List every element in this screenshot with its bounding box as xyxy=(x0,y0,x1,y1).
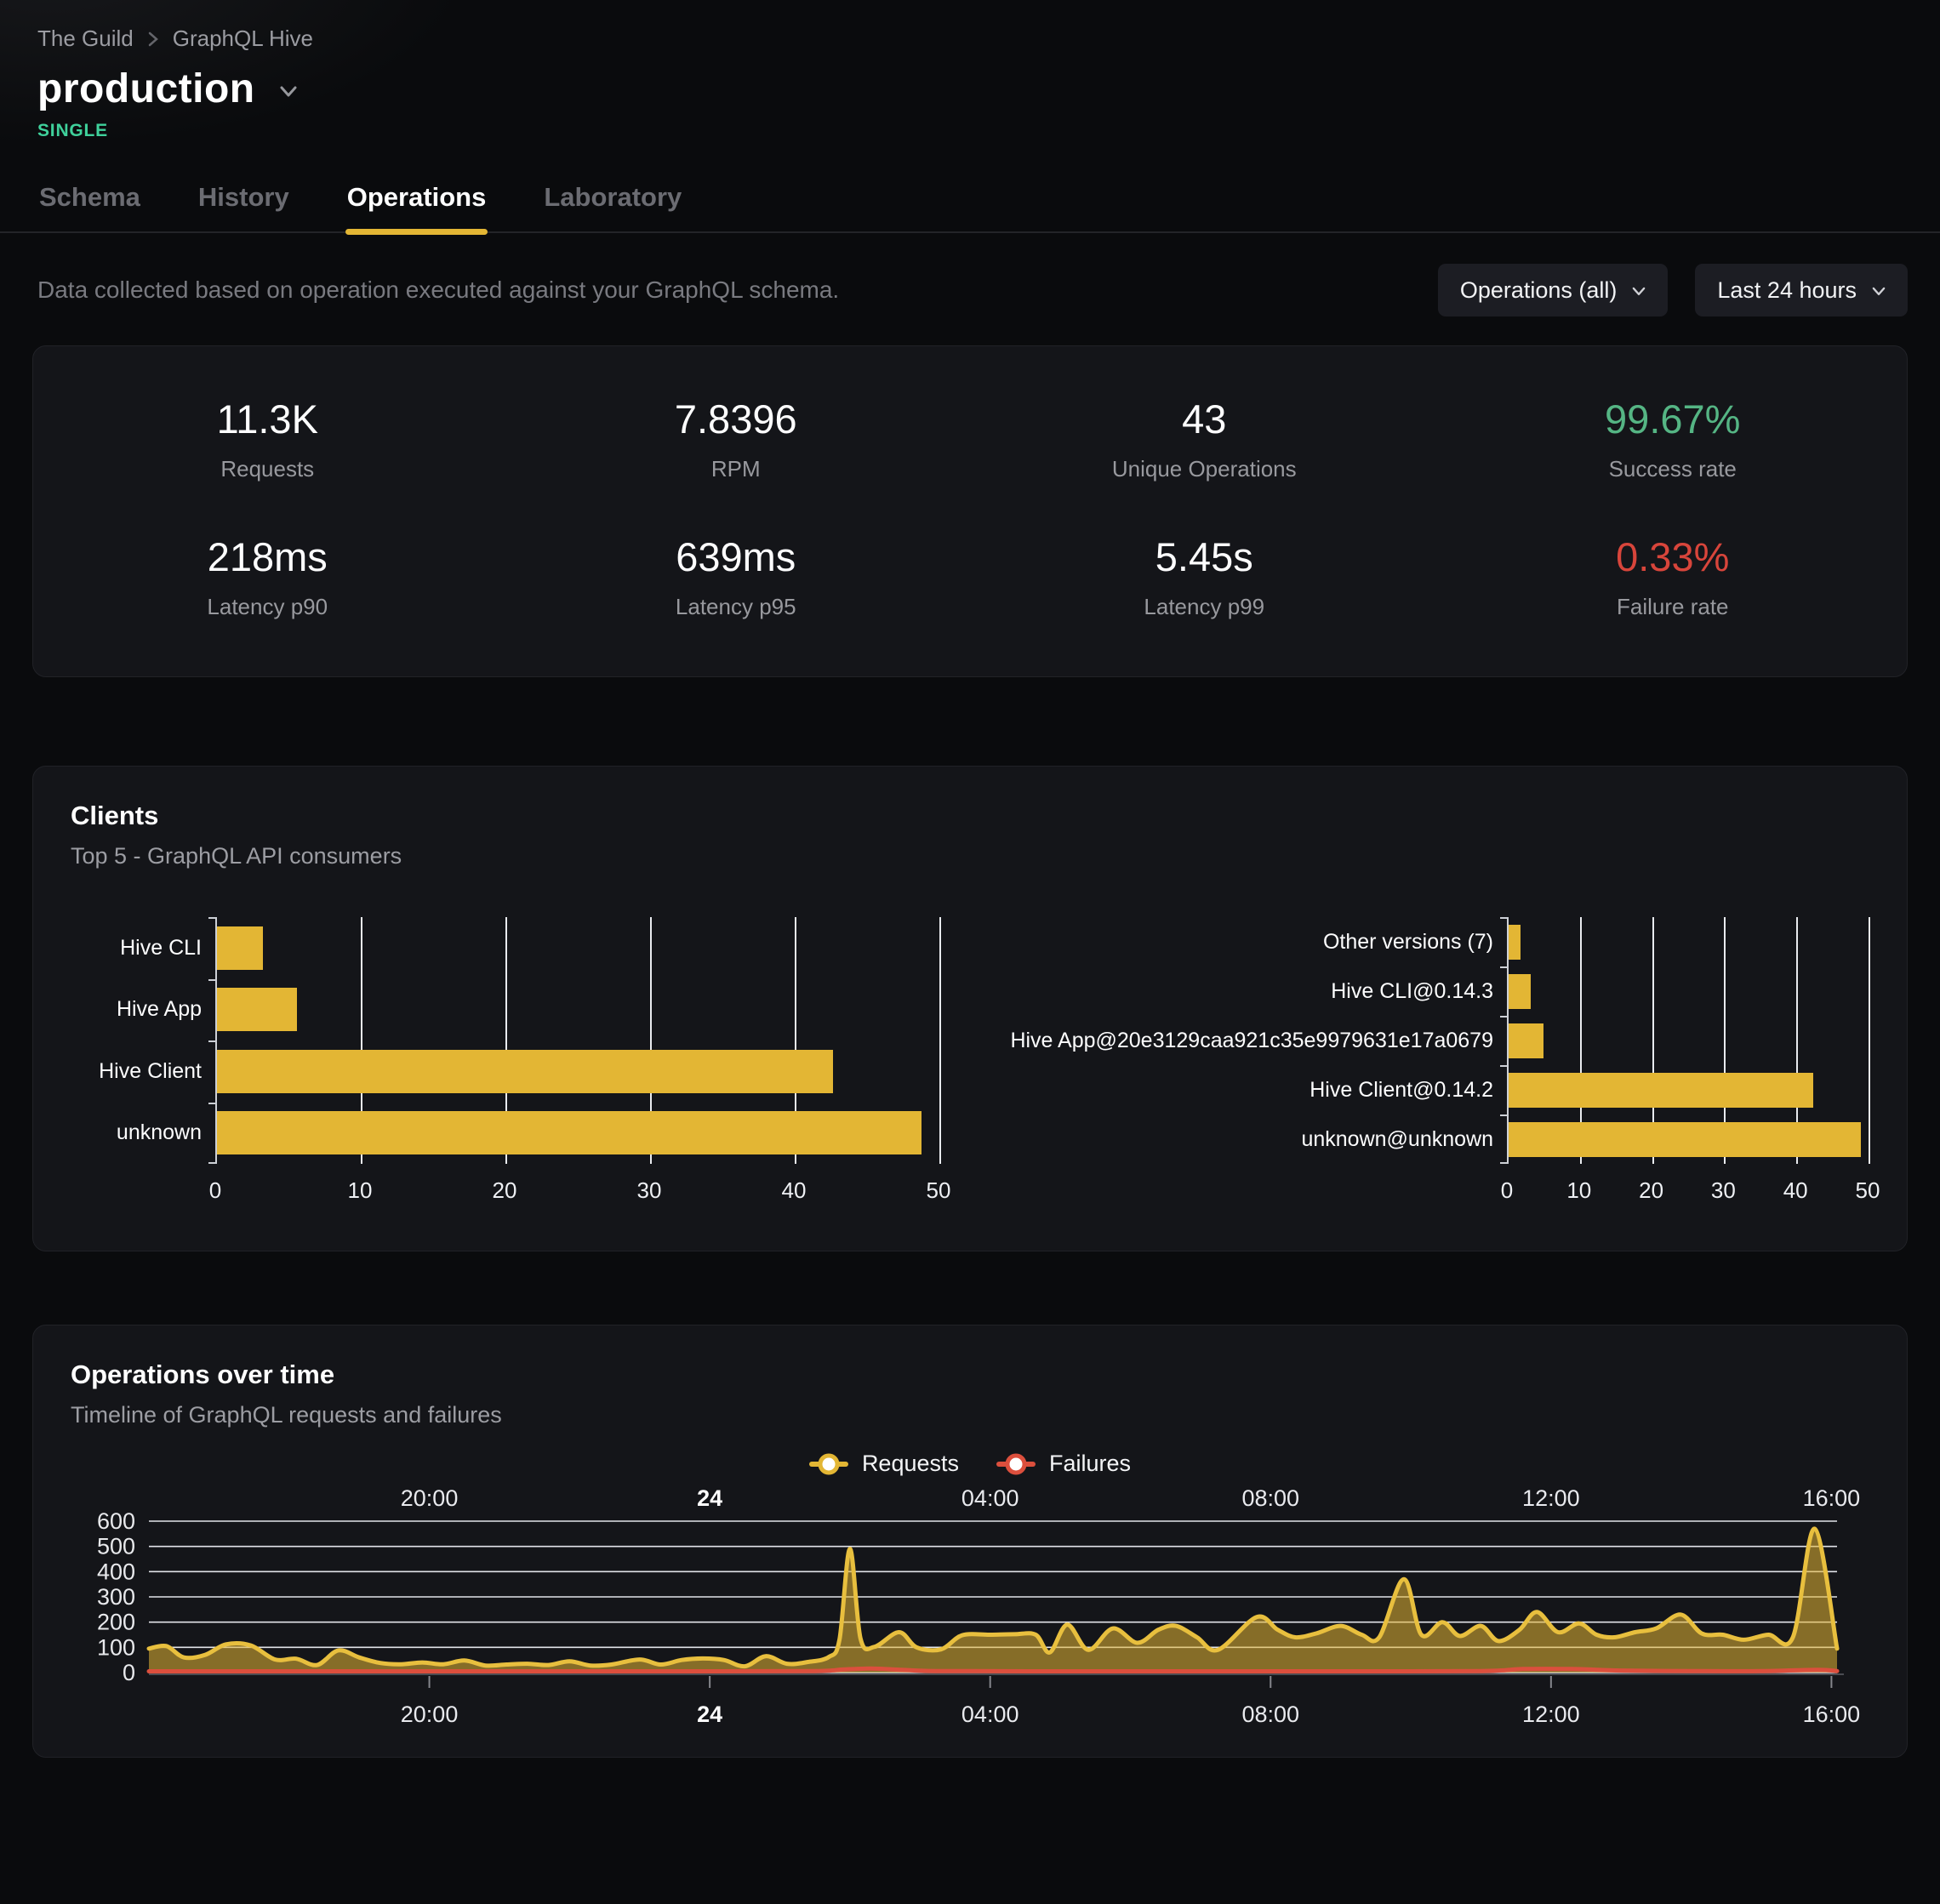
svg-text:200: 200 xyxy=(97,1610,135,1635)
clients-card: Clients Top 5 - GraphQL API consumers Hi… xyxy=(32,766,1908,1251)
bar xyxy=(217,988,297,1032)
stat-rpm: 7.8396 RPM xyxy=(674,396,797,482)
stat-latency-p95: 639ms Latency p95 xyxy=(675,534,796,619)
breadcrumb: The Guild GraphQL Hive xyxy=(37,26,1903,52)
svg-text:400: 400 xyxy=(97,1559,135,1584)
operations-dashboard-page: The Guild GraphQL Hive production SINGLE… xyxy=(0,0,1940,1758)
bar-category-label: unknown@unknown xyxy=(1301,1126,1493,1151)
bar-category-label: Hive CLI@0.14.3 xyxy=(1331,978,1493,1003)
tab-bar: Schema History Operations Laboratory xyxy=(0,182,1940,235)
x-axis-tick-label: 30 xyxy=(1710,1177,1736,1203)
failures-legend-marker-icon xyxy=(996,1453,1036,1474)
bar-category-label: Hive CLI xyxy=(120,935,202,960)
x-axis-tick-label: 0 xyxy=(208,1177,222,1203)
period-filter-label: Last 24 hours xyxy=(1717,276,1857,303)
bar xyxy=(1509,973,1532,1009)
bar-category-label: unknown xyxy=(116,1120,202,1145)
stats-summary-card: 11.3K Requests 7.8396 RPM 43 Unique Operati… xyxy=(32,345,1908,677)
tab-operations[interactable]: Operations xyxy=(345,182,488,235)
page-title: production xyxy=(37,66,255,111)
period-filter-dropdown[interactable]: Last 24 hours xyxy=(1695,264,1908,316)
clients-card-subtitle: Top 5 - GraphQL API consumers xyxy=(71,843,402,869)
target-selector-chevron-down-icon[interactable] xyxy=(277,80,297,99)
bar-category-label: Hive App@20e3129caa921c35e9979631e17a067… xyxy=(1010,1028,1493,1052)
operations-filter-label: Operations (all) xyxy=(1459,276,1618,303)
operations-timeline-chart: 0 100 200 300 400 500 600 20:00 20:00 24 24 04:00 04… xyxy=(71,1482,1869,1748)
stat-latency-p99: 5.45s Latency p99 xyxy=(1144,534,1265,619)
breadcrumb-org-link[interactable]: The Guild xyxy=(37,26,134,51)
clients-card-title: Clients xyxy=(71,801,159,830)
page-header: The Guild GraphQL Hive production SINGLE xyxy=(0,0,1940,141)
clients-by-name-bar-chart: Hive CLI Hive App Hive Client unknown 0 10 20 3… xyxy=(71,917,950,1203)
svg-text:12:00: 12:00 xyxy=(1522,1485,1580,1511)
svg-text:24: 24 xyxy=(697,1702,722,1727)
x-axis-tick-label: 30 xyxy=(636,1177,662,1203)
svg-text:500: 500 xyxy=(97,1534,135,1559)
stat-latency-p90: 218ms Latency p90 xyxy=(207,534,328,619)
tab-schema[interactable]: Schema xyxy=(37,182,142,231)
svg-text:04:00: 04:00 xyxy=(961,1702,1019,1727)
chevron-down-icon xyxy=(1870,282,1886,298)
project-type-badge: SINGLE xyxy=(37,121,108,140)
bar-category-label: Hive App xyxy=(116,997,202,1022)
requests-legend-marker-icon xyxy=(808,1453,848,1474)
bar xyxy=(1509,1121,1861,1157)
legend-label: Requests xyxy=(861,1451,960,1476)
svg-text:0: 0 xyxy=(123,1660,135,1685)
operations-filter-dropdown[interactable]: Operations (all) xyxy=(1437,264,1669,316)
bar-category-label: Hive Client xyxy=(99,1058,202,1083)
x-axis-tick-label: 10 xyxy=(1566,1177,1592,1203)
x-axis-tick-label: 0 xyxy=(1500,1177,1514,1203)
x-axis-tick-label: 50 xyxy=(1855,1177,1880,1203)
svg-text:20:00: 20:00 xyxy=(401,1485,459,1511)
x-axis-tick-label: 50 xyxy=(926,1177,951,1203)
x-axis-tick-label: 10 xyxy=(347,1177,373,1203)
bar-category-label: Hive Client@0.14.2 xyxy=(1310,1077,1493,1102)
svg-text:24: 24 xyxy=(697,1485,722,1511)
bar xyxy=(217,1111,922,1155)
bar xyxy=(1509,1072,1813,1108)
svg-text:08:00: 08:00 xyxy=(1241,1702,1299,1727)
svg-text:16:00: 16:00 xyxy=(1803,1702,1861,1727)
bar xyxy=(1509,924,1521,960)
legend-item-failures[interactable]: Failures xyxy=(996,1451,1131,1477)
svg-text:300: 300 xyxy=(97,1584,135,1610)
bar xyxy=(1509,1023,1543,1058)
stat-unique-operations: 43 Unique Operations xyxy=(1111,396,1297,482)
svg-text:04:00: 04:00 xyxy=(961,1485,1019,1511)
stat-requests: 11.3K Requests xyxy=(216,396,318,482)
clients-by-version-bar-chart: Other versions (7) Hive CLI@0.14.3 Hive Ap… xyxy=(996,917,1880,1203)
svg-text:12:00: 12:00 xyxy=(1522,1702,1580,1727)
svg-text:20:00: 20:00 xyxy=(401,1702,459,1727)
chevron-down-icon xyxy=(1630,282,1646,298)
x-axis-tick-label: 20 xyxy=(1639,1177,1664,1203)
timeline-card-subtitle: Timeline of GraphQL requests and failure… xyxy=(71,1402,502,1428)
timeline-card-title: Operations over time xyxy=(71,1360,335,1389)
operations-over-time-card: Operations over time Timeline of GraphQL… xyxy=(32,1325,1908,1758)
x-axis-tick-label: 40 xyxy=(1783,1177,1808,1203)
breadcrumb-project-link[interactable]: GraphQL Hive xyxy=(172,26,313,51)
bar xyxy=(217,1049,834,1093)
tab-history[interactable]: History xyxy=(197,182,291,231)
x-axis-tick-label: 40 xyxy=(781,1177,807,1203)
breadcrumb-separator-icon xyxy=(146,29,161,49)
page-description: Data collected based on operation execut… xyxy=(37,276,840,303)
x-axis-tick-label: 20 xyxy=(492,1177,517,1203)
stat-failure-rate: 0.33% Failure rate xyxy=(1616,534,1730,619)
legend-item-requests[interactable]: Requests xyxy=(808,1451,960,1477)
bar-category-label: Other versions (7) xyxy=(1322,929,1493,954)
svg-text:600: 600 xyxy=(97,1508,135,1534)
svg-text:16:00: 16:00 xyxy=(1803,1485,1861,1511)
filters-toolbar: Data collected based on operation execut… xyxy=(0,233,1940,316)
stat-success-rate: 99.67% Success rate xyxy=(1605,396,1741,482)
timeline-legend: Requests Failures xyxy=(71,1451,1869,1477)
svg-text:100: 100 xyxy=(97,1634,135,1660)
bar xyxy=(217,926,264,970)
legend-label: Failures xyxy=(1049,1451,1132,1476)
svg-text:08:00: 08:00 xyxy=(1241,1485,1299,1511)
tab-laboratory[interactable]: Laboratory xyxy=(542,182,683,231)
